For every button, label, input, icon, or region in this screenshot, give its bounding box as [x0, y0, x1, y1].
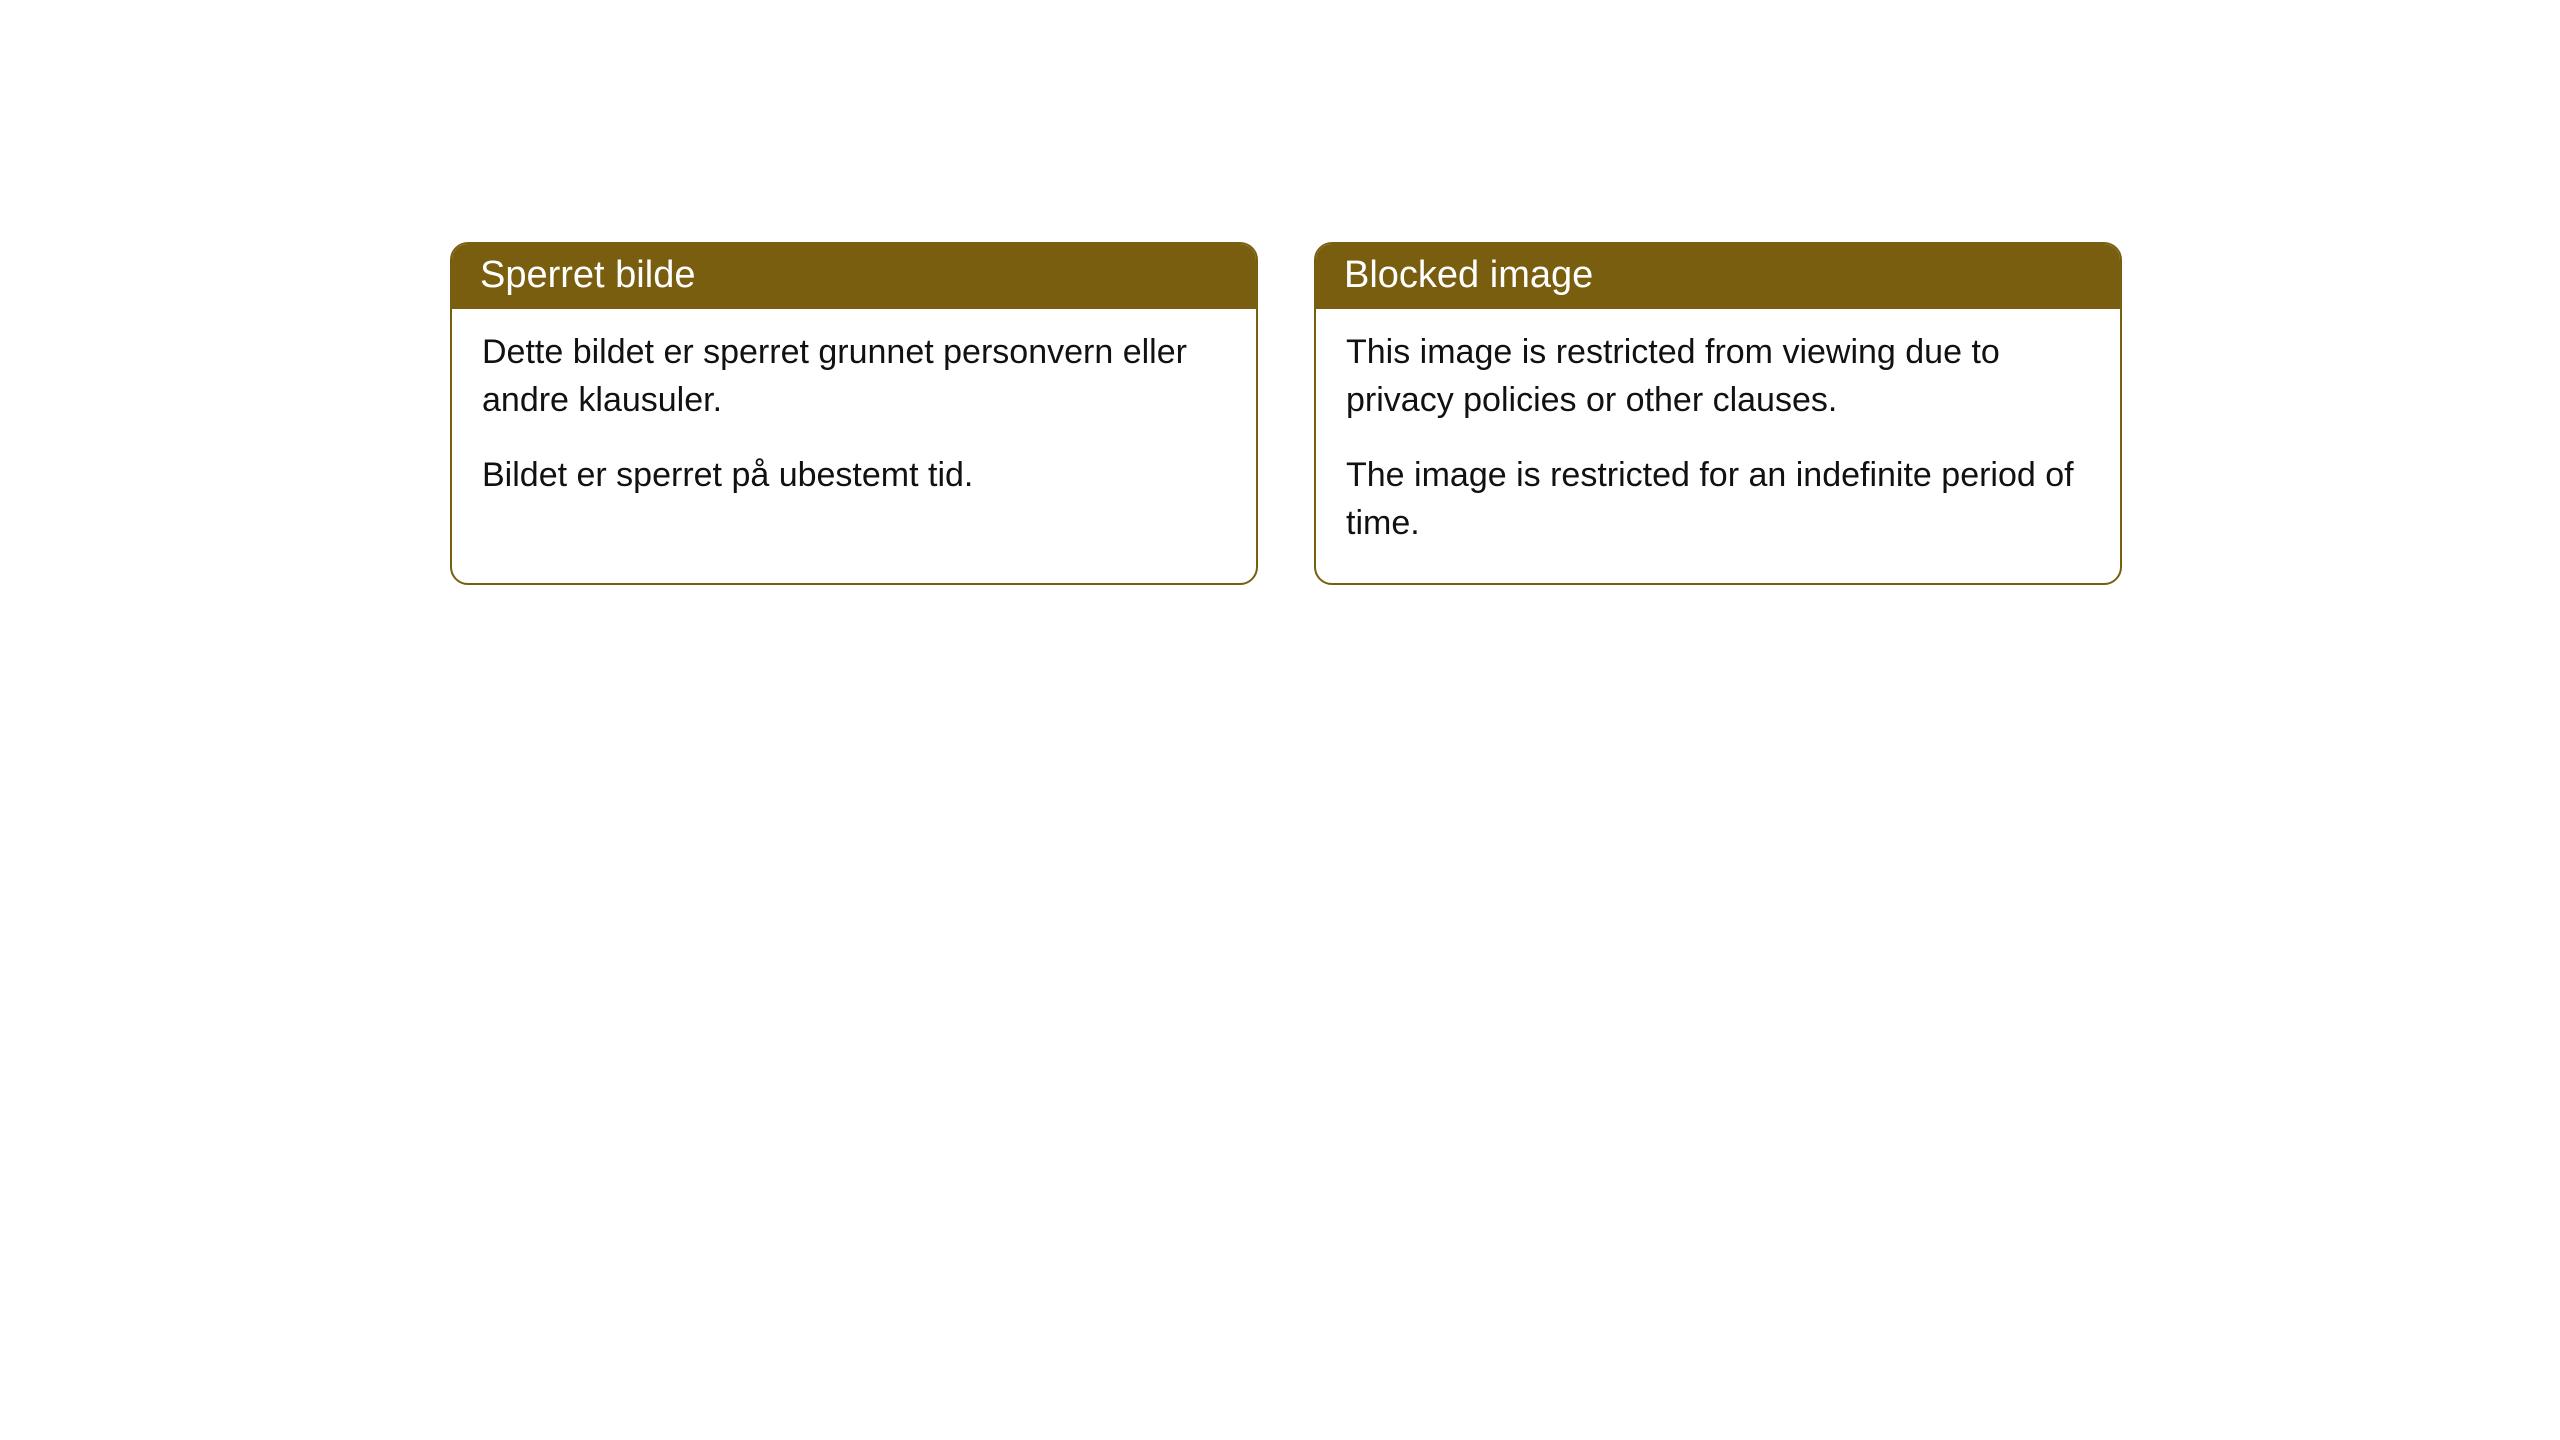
card-paragraph: This image is restricted from viewing du… — [1346, 329, 2090, 424]
card-paragraph: Dette bildet er sperret grunnet personve… — [482, 329, 1226, 424]
blocked-image-card-en: Blocked image This image is restricted f… — [1314, 242, 2122, 585]
card-paragraph: Bildet er sperret på ubestemt tid. — [482, 452, 1226, 500]
card-title: Sperret bilde — [480, 254, 695, 296]
card-title: Blocked image — [1344, 254, 1593, 296]
card-body: Dette bildet er sperret grunnet personve… — [452, 309, 1256, 536]
card-paragraph: The image is restricted for an indefinit… — [1346, 452, 2090, 547]
notice-cards-container: Sperret bilde Dette bildet er sperret gr… — [450, 242, 2122, 585]
blocked-image-card-no: Sperret bilde Dette bildet er sperret gr… — [450, 242, 1258, 585]
card-header: Blocked image — [1316, 244, 2120, 309]
card-header: Sperret bilde — [452, 244, 1256, 309]
card-body: This image is restricted from viewing du… — [1316, 309, 2120, 583]
